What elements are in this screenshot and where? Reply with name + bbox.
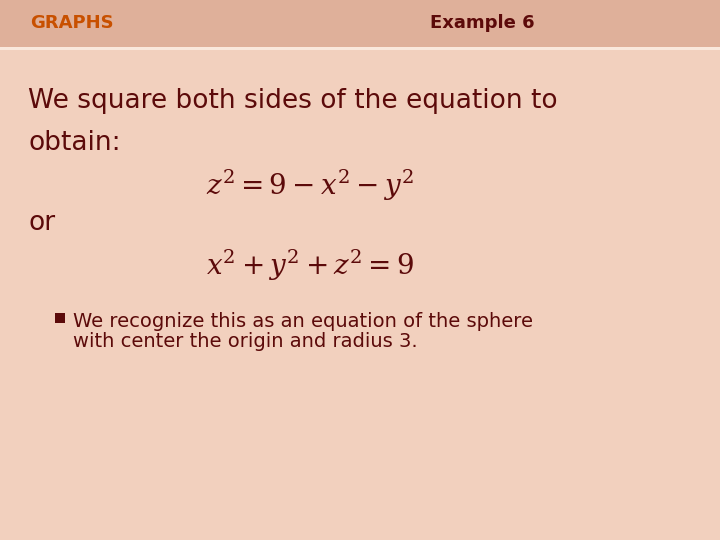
Text: We recognize this as an equation of the sphere: We recognize this as an equation of the … <box>73 312 533 331</box>
Text: or: or <box>28 210 55 236</box>
Text: $x^2 + y^2 + z^2 = 9$: $x^2 + y^2 + z^2 = 9$ <box>206 248 414 283</box>
Bar <box>55 313 65 323</box>
Text: with center the origin and radius 3.: with center the origin and radius 3. <box>73 332 418 351</box>
Text: GRAPHS: GRAPHS <box>30 15 114 32</box>
Bar <box>0 0 720 50</box>
Text: $z^2 = 9 - x^2 - y^2$: $z^2 = 9 - x^2 - y^2$ <box>206 168 414 203</box>
Text: Example 6: Example 6 <box>430 15 535 32</box>
Bar <box>0 0 720 47</box>
Text: We square both sides of the equation to: We square both sides of the equation to <box>28 88 557 114</box>
Text: obtain:: obtain: <box>28 130 121 156</box>
